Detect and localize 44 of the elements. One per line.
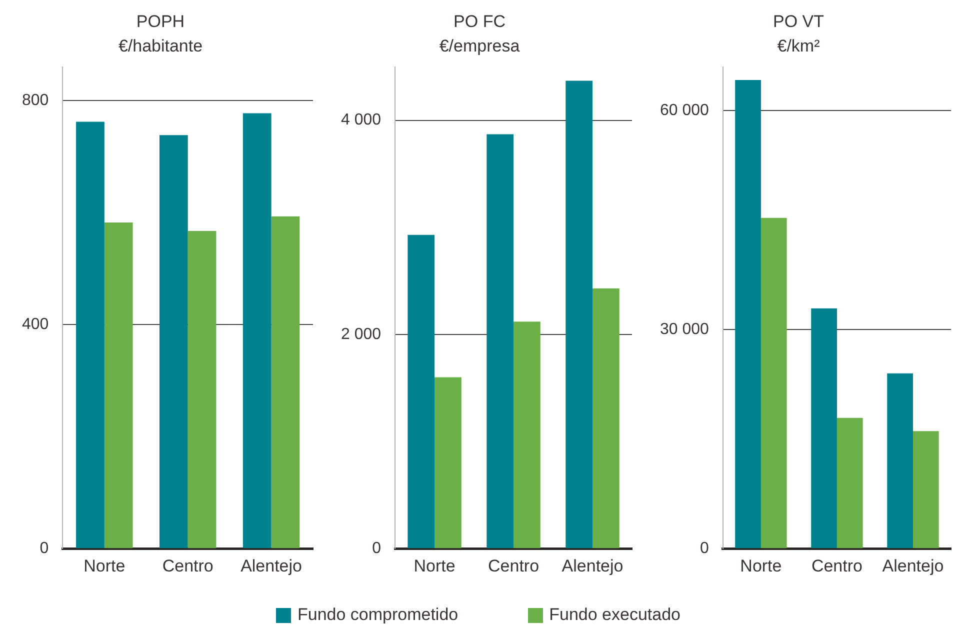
bar (912, 431, 939, 548)
y-tick-label: 800 (22, 92, 49, 109)
x-tick-label: Centro (488, 556, 540, 576)
x-tick-label: Norte (740, 556, 782, 576)
y-tick-label: 0 (700, 540, 710, 558)
bar (811, 308, 837, 548)
chart-subtitle: €/habitante (118, 36, 203, 56)
y-tick-label: 30 000 (660, 321, 710, 338)
bar (434, 377, 462, 548)
bar (592, 288, 620, 548)
bar (104, 222, 133, 548)
y-tick-label: 0 (372, 540, 382, 558)
bar (271, 216, 300, 548)
y-tick-label: 60 000 (660, 102, 710, 120)
bar (836, 418, 863, 548)
y-tick-label: 4 000 (340, 112, 382, 129)
bar (408, 234, 435, 548)
chart-title: PO VT (772, 12, 824, 31)
bar (159, 135, 188, 548)
bar (242, 113, 272, 548)
legend-label: Fundo comprometido (297, 605, 458, 625)
y-tick-label: 0 (40, 540, 49, 558)
x-tick-label: Alentejo (562, 556, 624, 576)
x-tick-label: Centro (162, 556, 214, 576)
chart-title: PO FC (454, 12, 506, 31)
x-tick-label: Centro (811, 556, 862, 576)
x-tick-label: Alentejo (240, 556, 302, 576)
bar (76, 122, 104, 548)
legend-label: Fundo executado (549, 605, 681, 625)
bar (760, 218, 787, 548)
y-tick-label: 2 000 (340, 326, 382, 343)
bar (566, 80, 593, 548)
x-tick-label: Alentejo (882, 556, 944, 576)
bar (735, 80, 761, 548)
y-tick-label: 400 (22, 316, 49, 333)
bar (514, 322, 540, 548)
chart-subtitle: €/km² (777, 36, 820, 56)
x-tick-label: Norte (84, 556, 126, 576)
bar (188, 230, 216, 548)
bar (887, 373, 913, 548)
x-tick-label: Norte (414, 556, 456, 576)
chart-subtitle: €/empresa (439, 36, 520, 56)
chart-title: POPH (136, 12, 185, 31)
bar (486, 134, 514, 548)
